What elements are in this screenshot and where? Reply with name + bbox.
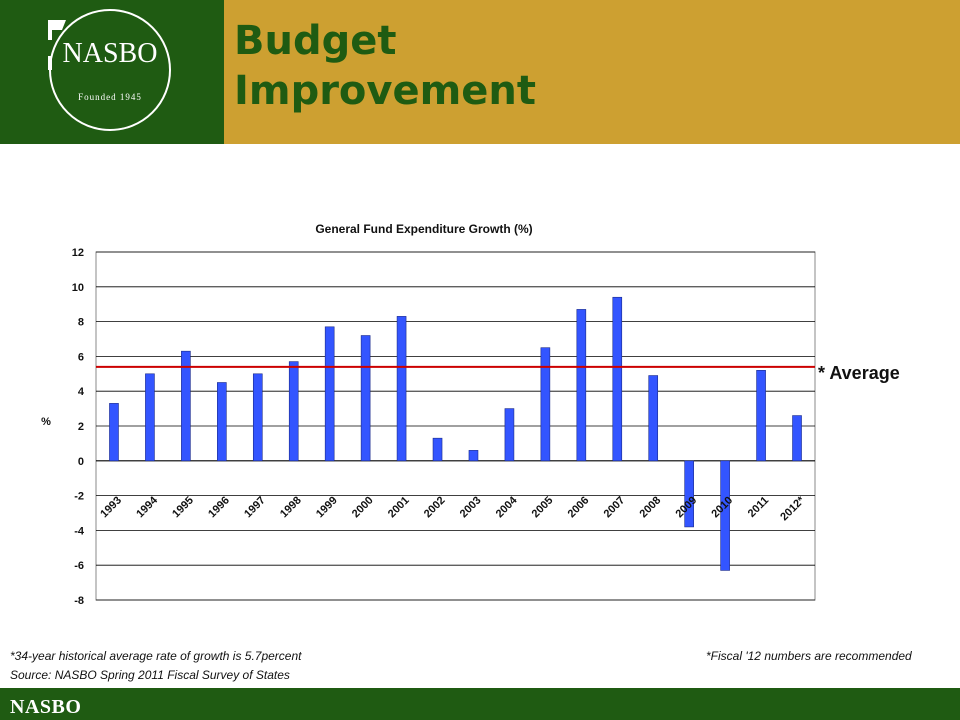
nasbo-logo: NASBO Founded 1945 [48,9,171,131]
x-tick-label: 2001 [386,494,412,520]
average-label: * Average [818,363,900,383]
x-tick-label: 1994 [134,494,160,520]
bar-2005 [540,347,551,462]
chart-title: General Fund Expenditure Growth (%) [315,222,532,236]
average-footnote: *34-year historical average rate of grow… [10,649,302,663]
logo-founded: Founded 1945 [78,92,142,102]
y-tick-label: 0 [78,456,84,468]
x-tick-label: 2006 [566,494,592,520]
bar-1997 [252,373,263,462]
logo-text: NASBO [63,38,158,69]
title-bar [224,0,960,144]
x-tick-label: 2012* [778,494,807,523]
footer-brand: NASBO [10,696,82,718]
x-tick-label: 2003 [458,494,484,520]
bar-2010 [720,460,730,571]
x-tick-label: 2000 [350,494,376,520]
bar-2003 [468,450,479,462]
y-tick-label: 4 [78,386,85,398]
bar-2001 [396,316,407,462]
bar-2008 [648,375,659,462]
x-tick-label: 1993 [98,494,124,520]
x-tick-label: 2002 [422,494,448,520]
y-tick-label: -2 [74,491,84,503]
bar-1996 [217,382,227,462]
bar-1998 [288,361,299,462]
y-tick-label: 10 [72,282,84,294]
x-tick-label: 1996 [206,494,232,520]
bar-2000 [360,335,371,462]
y-tick-label: 6 [78,351,84,363]
footer-bar [0,688,960,720]
title-line-2: Improvement [234,68,537,114]
chart-area: General Fund Expenditure Growth (%) % 12… [0,200,960,630]
bar-1995 [181,350,191,462]
x-tick-label: 2011 [746,494,771,519]
x-tick-label: 1997 [242,494,268,520]
title-line-1: Budget [234,18,397,64]
source-footnote: Source: NASBO Spring 2011 Fiscal Survey … [10,668,290,682]
bar-1994 [145,373,155,462]
y-tick-label: -6 [74,560,84,572]
x-tick-label: 2008 [638,494,664,520]
x-tick-label: 1999 [314,494,340,520]
y-axis-label: % [41,416,51,428]
x-tick-label: 1995 [170,494,196,520]
bar-2007 [612,296,623,462]
y-tick-label: 8 [78,317,84,329]
bar-2002 [432,437,443,462]
logo-panel: NASBO Founded 1945 [0,0,224,144]
bar-2009 [684,460,694,528]
y-tick-label: 2 [78,421,84,433]
bar-2004 [504,408,515,462]
fiscal-footnote: *Fiscal '12 numbers are recommended [706,649,912,663]
bar-1993 [109,403,119,462]
bar-2006 [576,309,587,462]
x-tick-label: 2007 [602,494,628,520]
x-tick-label: 1998 [278,494,304,520]
y-tick-label: 12 [72,247,84,259]
y-tick-label: -4 [74,525,85,537]
bar-1999 [324,326,335,462]
bar-2012 [792,415,802,462]
bar-2011 [756,370,766,462]
y-tick-label: -8 [74,595,84,607]
bar-chart: General Fund Expenditure Growth (%) % 12… [41,222,900,607]
page-title: Budget Improvement [234,16,734,116]
x-tick-label: 2005 [530,494,556,520]
x-tick-label: 2004 [494,494,520,520]
